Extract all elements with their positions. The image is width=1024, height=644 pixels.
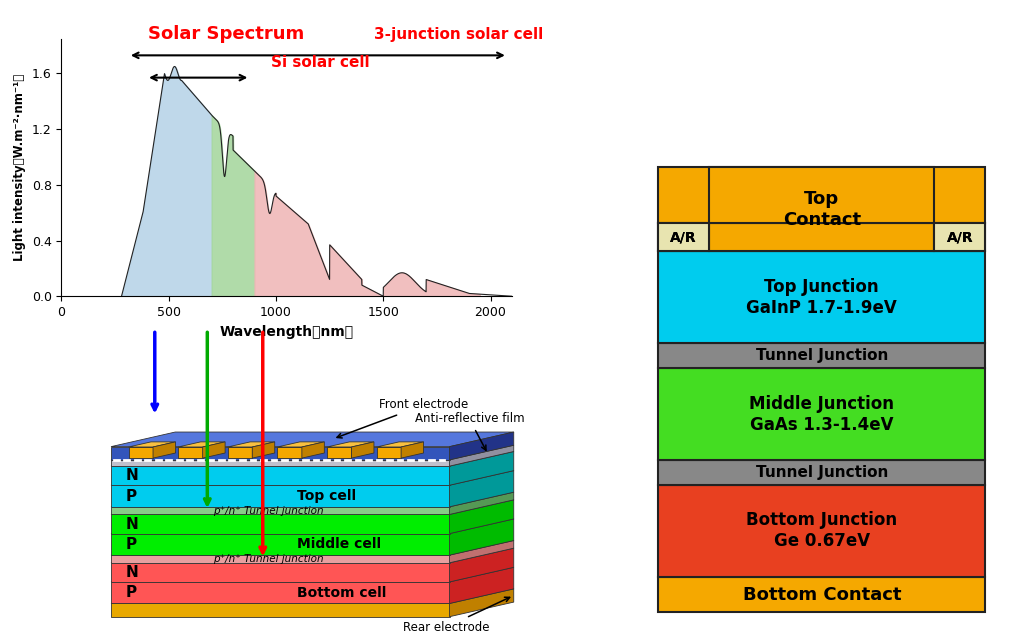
Text: Bottom Junction
Ge 0.67eV: Bottom Junction Ge 0.67eV [746,511,897,550]
Polygon shape [111,432,514,447]
Polygon shape [227,442,274,447]
Bar [709,167,935,223]
Polygon shape [450,445,514,466]
Text: Tunnel Junction: Tunnel Junction [756,465,888,480]
Text: Top cell: Top cell [297,489,356,503]
Polygon shape [178,447,203,458]
Text: P: P [126,537,137,552]
Text: P: P [126,585,137,600]
Text: Anti-reflective film: Anti-reflective film [415,412,524,450]
Text: 3-junction solar cell: 3-junction solar cell [374,26,543,42]
Text: Middle cell: Middle cell [297,537,381,551]
Text: Front electrode: Front electrode [337,399,469,438]
Polygon shape [111,540,514,555]
Text: Tunnel Junction: Tunnel Junction [756,348,888,363]
Polygon shape [111,567,514,582]
Polygon shape [111,589,514,603]
Bar [658,167,985,223]
Text: A/R: A/R [946,231,973,244]
Text: Top
Contact: Top Contact [782,190,861,229]
Bar [658,223,709,252]
Bar [658,252,985,343]
Bar [709,223,935,252]
Polygon shape [327,442,374,447]
Polygon shape [153,442,175,458]
Text: Si solar cell: Si solar cell [271,55,370,70]
Text: Bottom cell: Bottom cell [297,585,387,600]
Text: Bottom Contact: Bottom Contact [742,585,901,603]
Bar [658,223,985,252]
Bar [658,460,985,485]
Polygon shape [327,447,351,458]
Bar [658,577,985,612]
Polygon shape [450,432,514,460]
Polygon shape [450,471,514,507]
Polygon shape [111,447,450,460]
Polygon shape [111,534,450,555]
Polygon shape [129,442,175,447]
Polygon shape [111,445,514,460]
Text: N: N [126,565,138,580]
Polygon shape [111,603,450,617]
Text: Top Junction
GaInP 1.7-1.9eV: Top Junction GaInP 1.7-1.9eV [746,278,897,317]
Polygon shape [227,447,252,458]
Text: Middle Junction
GaAs 1.3-1.4eV: Middle Junction GaAs 1.3-1.4eV [750,395,894,433]
Polygon shape [450,519,514,555]
Polygon shape [203,442,225,458]
Text: P: P [126,489,137,504]
Text: p⁺/n⁺ Tunnel junction: p⁺/n⁺ Tunnel junction [213,554,324,564]
Text: p⁺/n⁺ Tunnel junction: p⁺/n⁺ Tunnel junction [213,506,324,516]
Polygon shape [450,589,514,617]
Polygon shape [377,447,401,458]
Polygon shape [351,442,374,458]
Polygon shape [111,507,450,515]
Polygon shape [278,447,302,458]
Polygon shape [111,460,450,466]
Polygon shape [111,563,450,582]
Polygon shape [450,567,514,603]
Polygon shape [111,492,514,507]
Polygon shape [111,451,514,466]
Bar [658,343,985,368]
Text: A/R: A/R [671,231,697,244]
Text: Rear electrode: Rear electrode [402,597,510,634]
Text: N: N [126,516,138,531]
Polygon shape [450,548,514,582]
Text: A/R: A/R [671,231,697,244]
Polygon shape [111,555,450,563]
Polygon shape [111,515,450,534]
X-axis label: Wavelength（nm）: Wavelength（nm） [220,325,353,339]
Bar [658,368,985,460]
Text: A/R: A/R [946,231,973,244]
Polygon shape [450,451,514,485]
Polygon shape [111,471,514,485]
Polygon shape [178,442,225,447]
Text: Solar Spectrum: Solar Spectrum [148,24,305,43]
Polygon shape [111,485,450,507]
Polygon shape [450,500,514,534]
Text: N: N [126,468,138,483]
Polygon shape [450,540,514,563]
Polygon shape [450,492,514,515]
Polygon shape [377,442,424,447]
Polygon shape [111,466,450,485]
Polygon shape [111,500,514,515]
Bar [935,223,985,252]
Polygon shape [302,442,325,458]
Polygon shape [129,447,153,458]
Y-axis label: Light intensity（W.m⁻²·nm⁻¹）: Light intensity（W.m⁻²·nm⁻¹） [13,74,27,261]
Polygon shape [111,548,514,563]
Polygon shape [111,582,450,603]
Polygon shape [252,442,274,458]
Polygon shape [401,442,424,458]
Polygon shape [278,442,325,447]
Bar [658,485,985,577]
Polygon shape [111,519,514,534]
